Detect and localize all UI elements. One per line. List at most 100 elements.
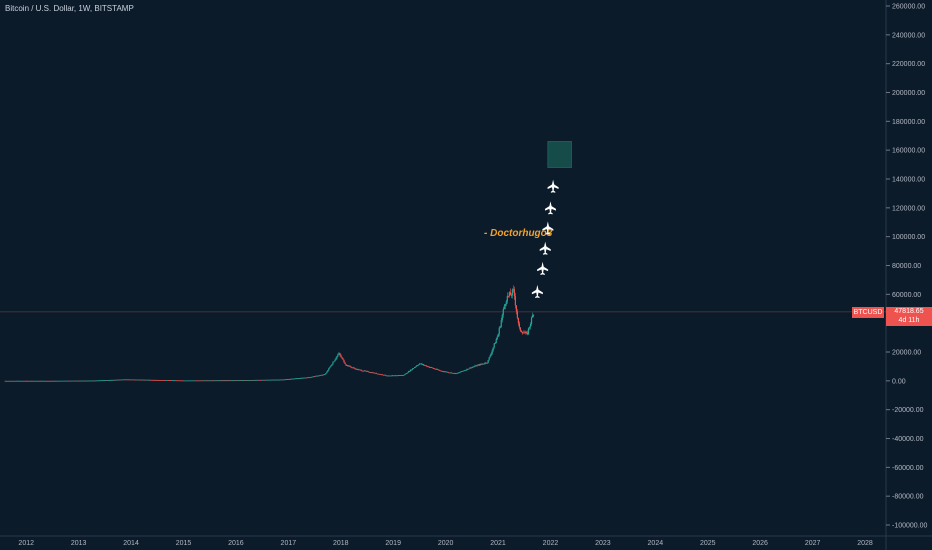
candle-body [200, 380, 202, 382]
candle-body [95, 380, 97, 382]
candle-body [354, 368, 356, 370]
candle-body [41, 380, 44, 382]
candle-body [176, 380, 178, 382]
candle-body [502, 309, 504, 315]
candle-body [156, 379, 159, 381]
candle-body [357, 369, 359, 371]
candle-body [23, 380, 25, 382]
bar-countdown: 4d 11h [898, 317, 920, 324]
candle-body [429, 367, 431, 368]
candle-body [35, 380, 38, 382]
candle-body [37, 380, 40, 382]
candle-body [432, 367, 434, 369]
candle-body [382, 374, 384, 376]
candle-body [365, 370, 367, 372]
candle-body [129, 379, 131, 381]
candle-body [471, 367, 473, 368]
candle-body [221, 380, 223, 382]
y-tick-label: 180000.00 [892, 119, 925, 126]
candle-body [423, 364, 425, 366]
candle-body [245, 380, 247, 381]
candle-body [75, 380, 77, 382]
candle-body [49, 380, 51, 382]
y-tick-label: 260000.00 [892, 4, 925, 11]
candle-body [407, 371, 410, 373]
candle-body [448, 372, 450, 374]
candle-body [104, 380, 106, 381]
candle-body [80, 380, 82, 382]
candle-body [63, 380, 65, 382]
candle-body [268, 379, 270, 381]
candle-body [217, 380, 219, 382]
candle-body [297, 378, 299, 380]
candle-body [29, 380, 32, 382]
candle-body [139, 379, 141, 381]
candle-body [452, 372, 454, 374]
candle-body [507, 295, 509, 297]
candle-body [450, 372, 452, 374]
candle-body [465, 369, 467, 371]
candle-body [115, 379, 117, 381]
candle-body [65, 380, 67, 382]
candle-body [511, 289, 513, 296]
candle-body [470, 367, 472, 369]
candle-body [194, 380, 196, 382]
candle-body [191, 380, 193, 382]
candle-body [92, 380, 94, 382]
candle-body [170, 380, 173, 382]
candle-body [447, 371, 449, 373]
candle-body [387, 375, 389, 377]
candle-body [19, 380, 21, 382]
candle-body [339, 353, 341, 356]
candle-body [132, 379, 134, 381]
candle-body [367, 371, 369, 372]
candle-body [180, 380, 182, 382]
x-tick-label: 2019 [385, 540, 401, 547]
candle-body [405, 373, 408, 375]
candle-body [235, 380, 237, 382]
last-price-tag: 47818.65 4d 11h [886, 307, 932, 326]
candle-body [393, 375, 396, 377]
candle-body [177, 380, 179, 382]
candle-body [428, 366, 430, 368]
candle-body [175, 380, 177, 382]
candle-body [131, 379, 133, 381]
candle-body [348, 365, 350, 367]
candle-body [477, 364, 479, 366]
candle-body [267, 379, 269, 381]
candle-body [252, 380, 254, 381]
candle-body [33, 380, 36, 382]
candle-body [394, 375, 397, 377]
candle-body [433, 368, 435, 369]
candle-body [24, 380, 27, 382]
candle-body [145, 379, 147, 381]
candle-body [418, 364, 420, 366]
candle-body [517, 318, 520, 324]
candle-body [121, 379, 123, 381]
candle-body [518, 323, 521, 328]
y-tick-label: 20000.00 [892, 350, 921, 357]
candle-body [456, 373, 458, 375]
candle-body [483, 363, 485, 365]
candle-body [246, 380, 248, 381]
candle-body [276, 379, 279, 381]
y-tick-label: -40000.00 [892, 436, 924, 443]
candle-body [5, 380, 7, 382]
candle-body [384, 374, 386, 376]
candle-body [98, 380, 100, 382]
candle-body [103, 380, 105, 381]
candle-body [347, 365, 349, 367]
candle-body [419, 363, 421, 365]
candle-body [58, 380, 60, 382]
candle-body [310, 377, 312, 378]
candle-body [350, 366, 352, 368]
candle-body [202, 380, 204, 382]
candle-body [395, 375, 398, 377]
candle-body [71, 380, 73, 382]
candle-body [478, 364, 480, 366]
candle-body [301, 377, 303, 379]
candle-body [362, 370, 364, 372]
y-tick-label: -100000.00 [892, 523, 928, 530]
candle-body [211, 380, 213, 382]
